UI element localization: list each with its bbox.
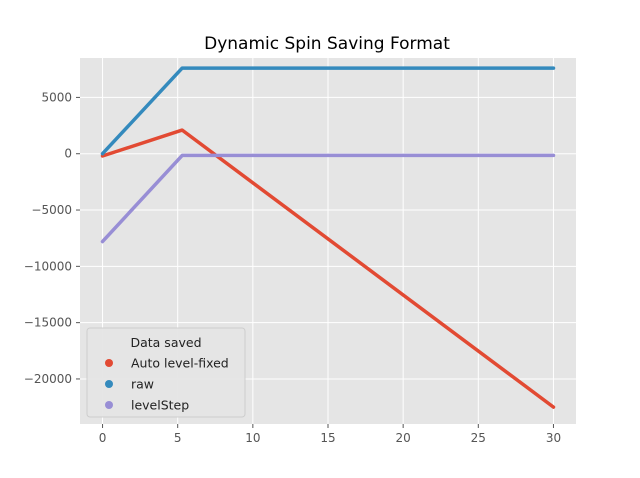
legend-label: Auto level-fixed: [131, 356, 229, 371]
legend-marker: [105, 380, 113, 388]
series-group: [100, 66, 556, 409]
x-tick-label: 0: [99, 431, 107, 445]
legend-label: levelStep: [131, 398, 189, 413]
series-line: [100, 66, 556, 156]
y-tick-label: −5000: [31, 203, 72, 217]
legend-items: Auto level-fixed raw levelStep: [105, 356, 229, 413]
grid: [80, 58, 576, 424]
legend-marker: [105, 359, 113, 367]
legend-marker: [105, 401, 113, 409]
x-axis-ticks: 0 5 10 15 20 25 30: [99, 424, 561, 445]
chart-title: Dynamic Spin Saving Format: [204, 34, 450, 54]
series-line: [100, 153, 556, 244]
y-tick-label: 0: [64, 147, 72, 161]
legend: Data saved Auto level-fixed raw levelStep: [86, 327, 246, 418]
x-tick-label: 15: [320, 431, 335, 445]
y-tick-label: 5000: [41, 90, 72, 104]
x-tick-label: 30: [546, 431, 561, 445]
y-tick-label: −15000: [24, 316, 72, 330]
y-axis-ticks: 5000 0 −5000 −10000 −15000 −20000: [24, 90, 80, 386]
x-tick-label: 10: [245, 431, 260, 445]
y-tick-label: −20000: [24, 372, 72, 386]
y-tick-label: −10000: [24, 259, 72, 273]
legend-title: Data saved: [130, 335, 201, 350]
x-tick-label: 25: [471, 431, 486, 445]
legend-box: [86, 327, 246, 418]
x-tick-label: 20: [396, 431, 411, 445]
series-line: [100, 128, 556, 409]
legend-label: raw: [131, 377, 154, 392]
x-tick-label: 5: [174, 431, 182, 445]
